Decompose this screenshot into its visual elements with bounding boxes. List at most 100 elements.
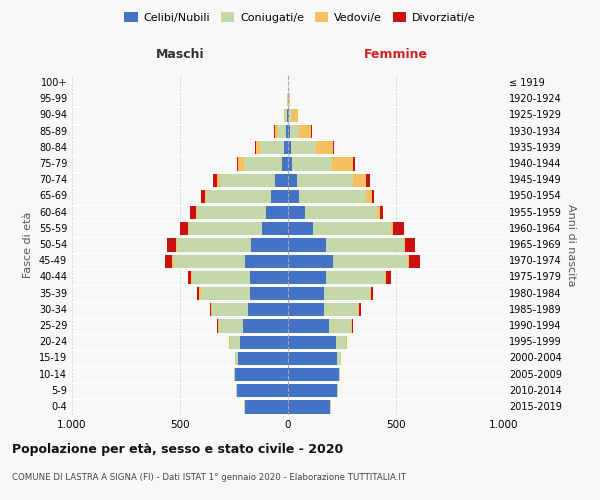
Bar bbox=[237, 158, 238, 170]
Bar bbox=[391, 222, 393, 235]
Bar bbox=[219, 320, 242, 332]
Bar bbox=[236, 384, 237, 398]
Bar bbox=[242, 320, 288, 332]
Bar bbox=[254, 141, 256, 154]
Bar bbox=[281, 158, 288, 170]
Bar bbox=[337, 352, 341, 365]
Bar bbox=[217, 174, 220, 187]
Bar bbox=[353, 158, 355, 170]
Text: Maschi: Maschi bbox=[155, 48, 205, 62]
Bar bbox=[262, 222, 288, 235]
Bar bbox=[284, 141, 288, 154]
Bar bbox=[237, 384, 288, 398]
Text: Femmine: Femmine bbox=[364, 48, 428, 62]
Bar bbox=[256, 141, 260, 154]
Bar bbox=[353, 174, 366, 187]
Bar bbox=[245, 400, 288, 413]
Bar bbox=[251, 238, 288, 252]
Bar bbox=[386, 270, 391, 284]
Bar bbox=[288, 368, 339, 381]
Bar bbox=[316, 141, 334, 154]
Bar bbox=[206, 190, 271, 203]
Bar bbox=[352, 320, 353, 332]
Bar bbox=[229, 336, 230, 349]
Text: COMUNE DI LASTRA A SIGNA (FI) - Dati ISTAT 1° gennaio 2020 - Elaborazione TUTTIT: COMUNE DI LASTRA A SIGNA (FI) - Dati IST… bbox=[12, 472, 406, 482]
Bar bbox=[266, 206, 288, 220]
Bar bbox=[275, 125, 278, 138]
Text: Popolazione per età, sesso e stato civile - 2020: Popolazione per età, sesso e stato civil… bbox=[12, 442, 343, 456]
Bar bbox=[288, 109, 289, 122]
Bar bbox=[286, 125, 288, 138]
Bar bbox=[329, 320, 350, 332]
Bar bbox=[313, 222, 391, 235]
Bar bbox=[196, 206, 197, 220]
Bar bbox=[288, 303, 323, 316]
Bar bbox=[199, 287, 200, 300]
Bar bbox=[346, 336, 347, 349]
Legend: Celibi/Nubili, Coniugati/e, Vedovi/e, Divorziati/e: Celibi/Nubili, Coniugati/e, Vedovi/e, Di… bbox=[120, 8, 480, 28]
Bar bbox=[296, 174, 353, 187]
Bar bbox=[404, 238, 415, 252]
Bar bbox=[238, 158, 244, 170]
Bar bbox=[197, 206, 266, 220]
Bar bbox=[173, 254, 245, 268]
Bar bbox=[217, 320, 218, 332]
Bar bbox=[241, 336, 288, 349]
Bar bbox=[192, 270, 250, 284]
Bar bbox=[288, 125, 290, 138]
Bar bbox=[385, 270, 386, 284]
Bar bbox=[335, 336, 346, 349]
Bar bbox=[366, 190, 372, 203]
Bar bbox=[288, 320, 329, 332]
Bar bbox=[211, 303, 212, 316]
Bar bbox=[288, 254, 334, 268]
Bar bbox=[288, 400, 330, 413]
Bar bbox=[311, 125, 313, 138]
Bar bbox=[172, 254, 173, 268]
Bar bbox=[274, 125, 275, 138]
Bar bbox=[188, 270, 191, 284]
Bar bbox=[285, 109, 287, 122]
Bar bbox=[176, 238, 177, 252]
Bar bbox=[292, 109, 298, 122]
Bar bbox=[292, 158, 332, 170]
Bar bbox=[288, 141, 291, 154]
Bar bbox=[167, 238, 176, 252]
Bar bbox=[326, 270, 385, 284]
Bar bbox=[408, 254, 409, 268]
Bar bbox=[190, 206, 196, 220]
Bar bbox=[244, 158, 281, 170]
Bar bbox=[278, 125, 286, 138]
Bar bbox=[305, 206, 377, 220]
Bar bbox=[377, 206, 380, 220]
Bar bbox=[180, 222, 188, 235]
Bar bbox=[409, 254, 420, 268]
Bar bbox=[214, 174, 217, 187]
Bar bbox=[289, 92, 290, 106]
Bar bbox=[244, 400, 245, 413]
Bar bbox=[275, 174, 288, 187]
Bar bbox=[191, 270, 192, 284]
Bar bbox=[366, 174, 370, 187]
Bar bbox=[288, 190, 299, 203]
Bar bbox=[200, 190, 205, 203]
Bar bbox=[370, 287, 371, 300]
Bar bbox=[323, 287, 370, 300]
Bar bbox=[288, 384, 337, 398]
Bar bbox=[299, 125, 311, 138]
Bar bbox=[197, 287, 199, 300]
Bar bbox=[234, 368, 235, 381]
Bar bbox=[334, 254, 408, 268]
Bar bbox=[330, 400, 331, 413]
Bar bbox=[371, 287, 373, 300]
Bar bbox=[245, 254, 288, 268]
Bar bbox=[248, 303, 288, 316]
Bar bbox=[358, 303, 359, 316]
Bar bbox=[350, 320, 352, 332]
Bar bbox=[288, 158, 292, 170]
Bar bbox=[238, 352, 288, 365]
Bar bbox=[165, 254, 172, 268]
Bar bbox=[290, 125, 299, 138]
Bar bbox=[288, 287, 323, 300]
Bar bbox=[359, 303, 361, 316]
